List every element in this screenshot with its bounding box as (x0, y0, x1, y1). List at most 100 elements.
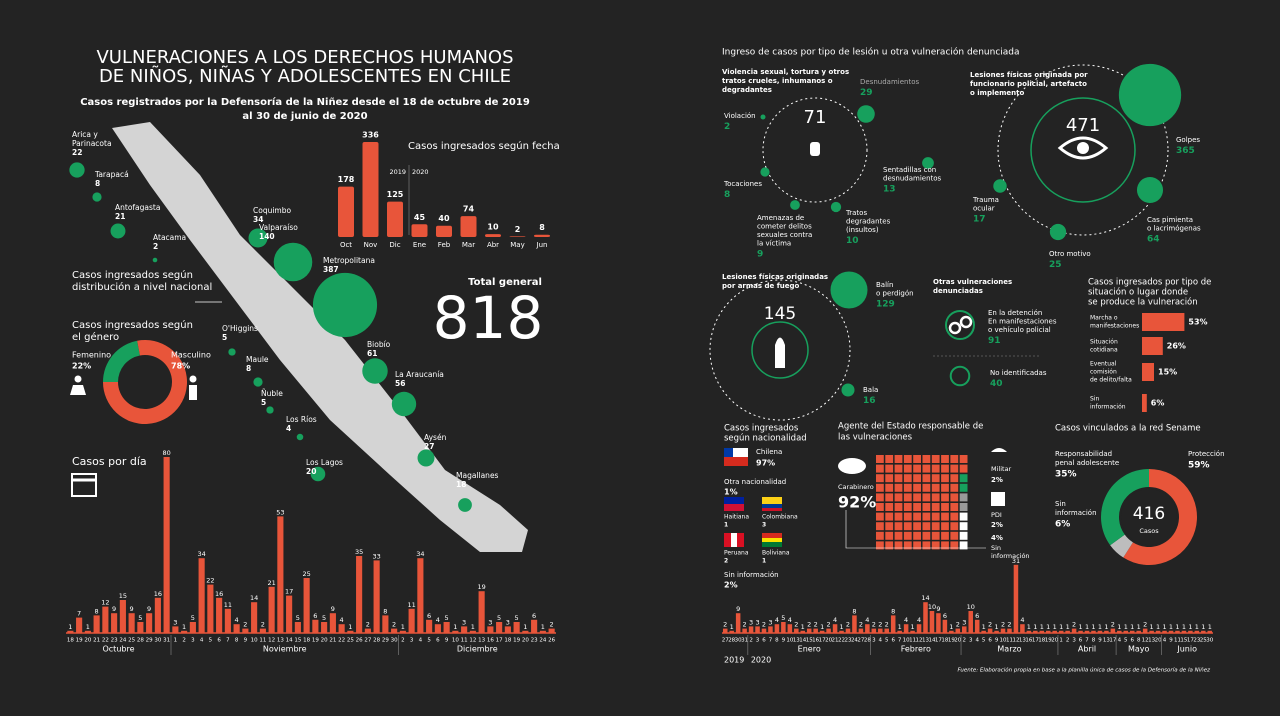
value-label: 1 (1098, 623, 1102, 631)
value-label: 14 (250, 594, 258, 602)
bar (884, 628, 890, 633)
item-value: 2% (991, 476, 1003, 484)
value-label: 1 (523, 623, 527, 631)
waffle-cell (885, 512, 894, 521)
value-label: 4 (788, 616, 792, 624)
region-value: 18 (456, 480, 466, 489)
value-label: 10 (967, 603, 975, 611)
value-label: 8 (539, 223, 545, 232)
waffle-cell (931, 483, 940, 492)
region-name: Maule (246, 355, 269, 364)
region-dot (310, 466, 326, 482)
value-label: 1 (541, 623, 545, 631)
region-dot (110, 223, 126, 239)
item-name: o vehículo policial (988, 326, 1051, 334)
region-dot (228, 348, 236, 356)
waffle-cell (922, 455, 931, 463)
item-circle (922, 157, 934, 169)
waffle-cell (931, 531, 940, 540)
value-label: 2 (366, 621, 370, 629)
bar (1149, 630, 1154, 633)
x-tick-label: 22 (338, 638, 345, 644)
x-tick-label: 6 (436, 638, 440, 644)
item-name: Situación (1090, 339, 1118, 346)
item-value: 4% (991, 534, 1003, 542)
value-label: 40 (438, 214, 450, 223)
bar (1117, 630, 1122, 633)
waffle-cell (876, 503, 884, 511)
bar (67, 630, 74, 633)
bar (461, 626, 468, 633)
bar (469, 630, 476, 633)
value-label: 1 (982, 623, 986, 631)
bar (962, 626, 967, 633)
region-name: Valparaíso (259, 223, 298, 232)
bar (1033, 630, 1038, 633)
x-tick-label: 28 (137, 638, 144, 644)
bar (1168, 630, 1174, 633)
value-label: 1 (820, 623, 824, 631)
value-label: 2 (827, 621, 831, 629)
x-tick-label: 5 (427, 638, 431, 644)
value-label: 2 (807, 621, 811, 629)
x-tick-label: 3 (410, 638, 414, 644)
item-circle (830, 201, 842, 213)
item-name: cotidiana (1090, 347, 1118, 354)
waffle-cell (885, 483, 894, 492)
bar (1071, 628, 1077, 633)
value-label: 1 (453, 623, 457, 631)
value-label: 4 (340, 616, 344, 624)
section-title: situación o lugar donde (1088, 287, 1188, 298)
region-dot (69, 162, 85, 178)
value-label: 1 (1150, 623, 1154, 631)
bar (845, 628, 851, 633)
item-value: 13 (883, 185, 896, 195)
x-tick-label: 20 (825, 638, 832, 644)
region-value: 140 (259, 232, 275, 241)
x-tick-label: 28 (864, 638, 871, 644)
bar (936, 613, 941, 633)
item-circle (949, 365, 971, 387)
bar (321, 622, 328, 633)
value-label: 1 (68, 623, 72, 631)
x-tick-label: 13 (922, 638, 929, 644)
x-tick-label: 27 (364, 638, 371, 644)
bar (923, 602, 928, 633)
x-tick-label: 15 (294, 638, 301, 644)
group-total: 471 (1066, 115, 1100, 136)
item-value: 6% (1055, 520, 1070, 530)
bar (1142, 337, 1163, 355)
item-name: de delito/falta (1090, 377, 1132, 384)
item-name: sexuales contra (757, 231, 812, 239)
bar (1142, 394, 1147, 412)
waffle-cell (903, 483, 912, 492)
waffle-cell (931, 541, 940, 550)
x-tick-label: 8 (235, 638, 239, 644)
bar (1129, 630, 1135, 633)
year-label: 2020 (751, 656, 771, 665)
item-name: Cas pimienta (1147, 216, 1193, 224)
item-value: 1% (724, 488, 738, 497)
value-label: 3 (962, 618, 966, 626)
x-tick-label: 2 (182, 638, 186, 644)
value-label: 1 (1130, 623, 1134, 631)
x-tick-label: 3 (1072, 638, 1076, 644)
region-dot (362, 358, 388, 384)
waffle-cell (950, 522, 959, 531)
bar (434, 624, 441, 633)
x-tick-label: Mar (462, 241, 475, 249)
item-name: cometer delitos (757, 223, 812, 231)
value-label: 9 (936, 605, 940, 613)
value-label: 1 (1085, 623, 1089, 631)
group-title: funcionario policial, artefacto (970, 80, 1087, 88)
ring (709, 279, 851, 421)
value-label: 2 (814, 621, 818, 629)
x-tick-label: 11 (461, 638, 468, 644)
x-tick-label: 9 (995, 638, 999, 644)
value-label: 4 (904, 616, 908, 624)
item-value: 2 (724, 558, 728, 565)
region-name: Metropolitana (323, 256, 375, 265)
value-label: 2 (743, 621, 747, 629)
group-label: Noviembre (263, 645, 307, 654)
